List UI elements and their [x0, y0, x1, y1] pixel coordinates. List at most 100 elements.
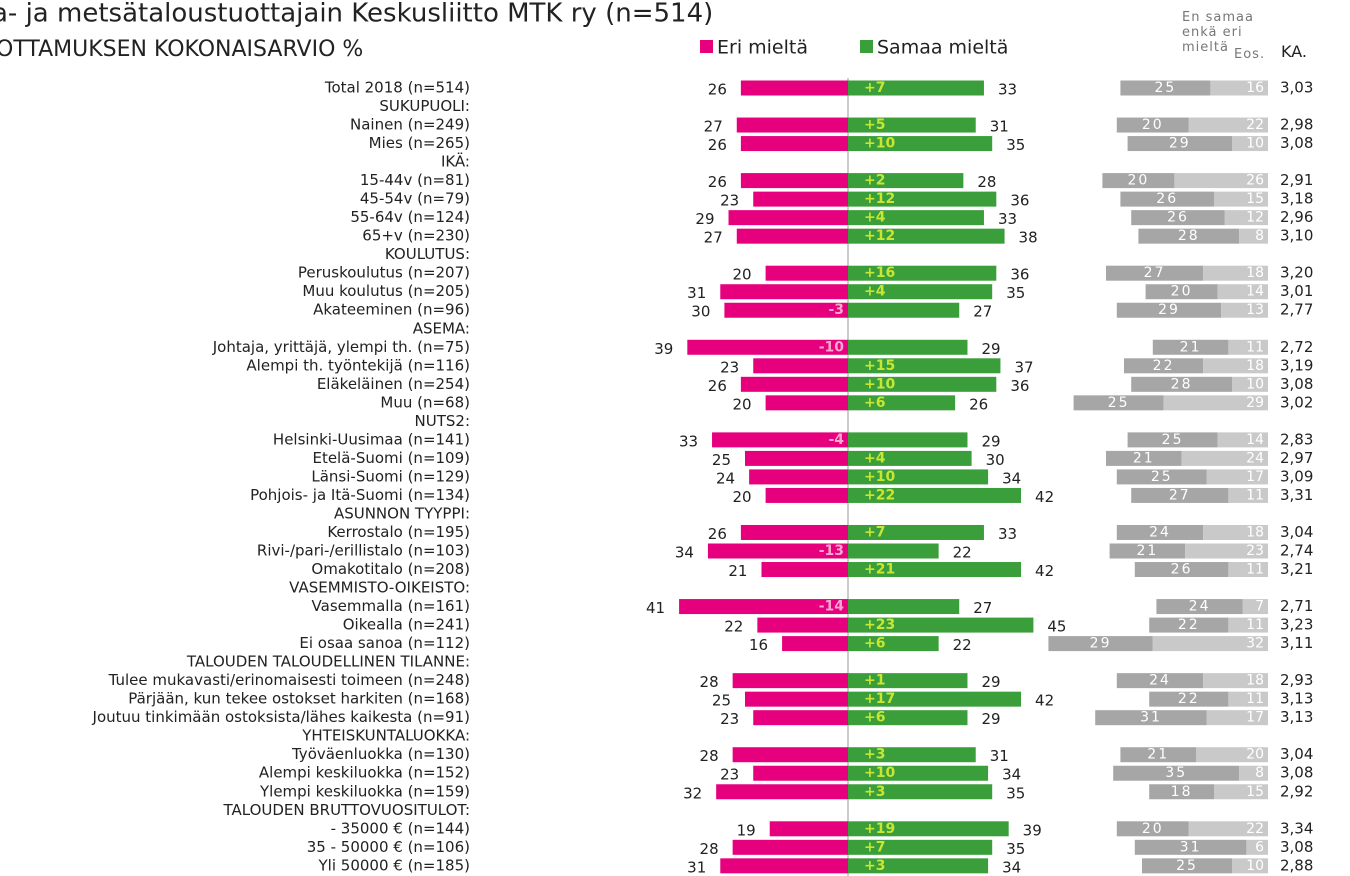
row-label: TALOUDEN TALOUDELLINEN TILANNE: [186, 653, 470, 671]
bar-eos [1203, 524, 1268, 540]
bar-agree [848, 562, 1022, 578]
row-label: Eläkeläinen (n=254) [317, 375, 470, 393]
agree-label: 27 [973, 599, 992, 617]
bar-disagree [712, 432, 848, 448]
neutral-label: 24 [1149, 673, 1171, 689]
agree-label: 26 [969, 395, 988, 413]
row-label: Helsinki-Uusimaa (n=141) [273, 430, 470, 448]
bar-eos [1206, 710, 1268, 726]
disagree-label: 29 [695, 210, 714, 228]
eos-label: 16 [1246, 80, 1264, 96]
bar-eos [1196, 747, 1268, 763]
eos-label: 24 [1246, 450, 1264, 466]
row-label: Pohjois- ja Itä-Suomi (n=134) [250, 486, 470, 504]
disagree-label: 30 [691, 303, 710, 321]
bar-neutral [1134, 562, 1229, 578]
mean-label: 2,97 [1280, 449, 1313, 467]
bar-neutral [1113, 765, 1240, 781]
row-label: Peruskoulutus (n=207) [298, 264, 470, 282]
bar-neutral [1152, 339, 1229, 355]
neutral-label: 26 [1167, 210, 1189, 226]
row-label: Mies (n=265) [369, 134, 470, 152]
eos-label: 15 [1246, 191, 1264, 207]
agree-label: 42 [1035, 488, 1054, 506]
bar-disagree [740, 80, 848, 96]
bar-neutral [1116, 673, 1204, 689]
disagree-label: 26 [708, 173, 727, 191]
row-label: TALOUDEN BRUTTOVUOSITULOT: [222, 801, 470, 819]
bar-agree [848, 302, 960, 318]
agree-label: 27 [973, 303, 992, 321]
bar-neutral [1156, 599, 1243, 615]
agree-label: 36 [1010, 266, 1029, 284]
mean-header: KA. [1281, 42, 1307, 61]
row-label: Muu (n=68) [380, 393, 470, 411]
bar-eos [1217, 432, 1268, 448]
agree-label: 38 [1019, 229, 1038, 247]
legend-swatch [700, 40, 713, 53]
mean-label: 2,88 [1280, 856, 1313, 874]
net-label: +15 [864, 358, 895, 374]
mean-label: 3,02 [1280, 393, 1313, 411]
bar-disagree [745, 691, 848, 707]
row-label: KOULUTUS: [385, 245, 470, 263]
bar-neutral [1131, 376, 1232, 392]
bar-agree [848, 765, 989, 781]
eos-label: 20 [1246, 747, 1264, 763]
mean-label: 3,34 [1280, 819, 1313, 837]
chart-subtitle: OTTAMUKSEN KOKONAISARVIO % [0, 37, 363, 62]
neutral-label: 21 [1133, 450, 1155, 466]
bar-disagree [732, 673, 848, 689]
bar-neutral [1134, 839, 1247, 855]
bar-eos [1210, 80, 1268, 96]
net-label: +3 [864, 747, 885, 763]
bar-eos [1246, 839, 1268, 855]
bar-disagree [724, 302, 848, 318]
eos-label: 22 [1246, 117, 1264, 133]
bar-neutral [1095, 710, 1207, 726]
eos-label: 6 [1255, 839, 1264, 855]
bar-agree [848, 117, 976, 133]
agree-label: 35 [1006, 136, 1025, 154]
neutral-label: 24 [1189, 599, 1211, 615]
row-label: Oikealla (n=241) [343, 616, 470, 634]
bar-disagree [753, 710, 848, 726]
bar-agree [848, 636, 939, 652]
row-label: Alempi keskiluokka (n=152) [259, 764, 470, 782]
disagree-label: 25 [712, 692, 731, 710]
net-label: +3 [864, 784, 885, 800]
mean-label: 3,04 [1280, 745, 1313, 763]
agree-label: 29 [981, 710, 1000, 728]
bar-disagree [753, 358, 848, 374]
agree-label: 31 [990, 747, 1009, 765]
mean-label: 2,83 [1280, 430, 1313, 448]
mean-label: 2,96 [1280, 208, 1313, 226]
neutral-label: 26 [1171, 562, 1193, 578]
net-label: -3 [828, 302, 844, 318]
row-label: YHTEISKUNTALUOKKA: [301, 727, 470, 745]
bar-disagree [740, 524, 848, 540]
bar-disagree [753, 765, 848, 781]
net-label: +1 [864, 673, 885, 689]
disagree-label: 28 [700, 840, 719, 858]
mean-label: 2,92 [1280, 782, 1313, 800]
neutral-label: 22 [1153, 358, 1175, 374]
net-label: +6 [864, 710, 885, 726]
eos-label: 17 [1246, 469, 1264, 485]
net-label: +7 [864, 524, 885, 540]
bar-agree [848, 339, 968, 355]
bar-eos [1185, 543, 1268, 559]
bar-eos [1239, 228, 1268, 244]
bar-eos [1228, 339, 1268, 355]
agree-label: 35 [1006, 284, 1025, 302]
eos-label: 17 [1246, 710, 1264, 726]
bar-disagree [753, 191, 848, 207]
disagree-label: 26 [708, 377, 727, 395]
eos-header: Eos. [1234, 47, 1266, 62]
agree-label: 22 [953, 544, 972, 562]
neutral-label: 25 [1162, 432, 1184, 448]
bar-eos [1203, 673, 1268, 689]
mean-label: 2,93 [1280, 671, 1313, 689]
row-label: - 35000 € (n=144) [331, 819, 470, 837]
mean-label: 2,71 [1280, 597, 1313, 615]
